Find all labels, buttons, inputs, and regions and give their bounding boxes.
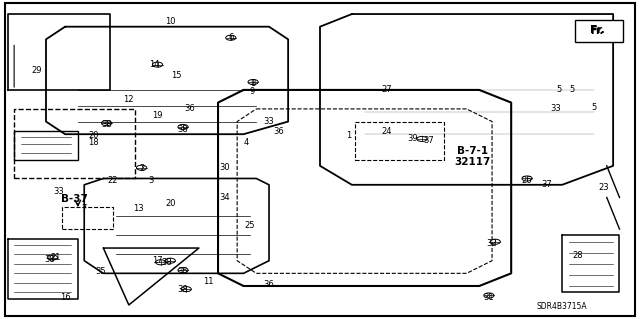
Text: 26: 26	[522, 175, 532, 185]
Text: 38: 38	[101, 120, 112, 129]
Text: 36: 36	[184, 104, 195, 113]
Text: 33: 33	[53, 187, 64, 196]
Text: 9: 9	[249, 87, 255, 96]
Text: 21: 21	[51, 253, 61, 262]
Text: 35: 35	[95, 267, 106, 276]
Text: 10: 10	[165, 18, 175, 26]
FancyBboxPatch shape	[575, 20, 623, 42]
Text: 36: 36	[264, 280, 275, 289]
Text: 28: 28	[573, 251, 584, 260]
Text: 16: 16	[60, 293, 70, 301]
Text: B-37: B-37	[61, 194, 88, 204]
Text: B-7-1
32117: B-7-1 32117	[455, 145, 491, 167]
Text: 32: 32	[487, 239, 497, 248]
Text: 38: 38	[162, 258, 172, 267]
Text: 23: 23	[598, 183, 609, 192]
Text: 11: 11	[204, 277, 214, 286]
Text: 1: 1	[346, 131, 351, 140]
Text: 14: 14	[149, 60, 159, 69]
Text: 15: 15	[172, 71, 182, 80]
Text: 3: 3	[148, 175, 154, 185]
Text: 6: 6	[228, 33, 234, 42]
Text: 24: 24	[381, 127, 392, 136]
Text: 17: 17	[152, 256, 163, 265]
Text: 5: 5	[556, 85, 561, 94]
Text: 37: 37	[423, 136, 434, 145]
Text: 38: 38	[44, 255, 54, 263]
Text: 36: 36	[273, 127, 284, 136]
Text: 39: 39	[407, 134, 418, 144]
Text: 13: 13	[133, 204, 144, 213]
Text: 19: 19	[152, 111, 163, 120]
Text: 27: 27	[381, 85, 392, 94]
Text: 37: 37	[541, 180, 552, 189]
Text: 38: 38	[178, 125, 188, 134]
Text: 4: 4	[244, 137, 250, 147]
Text: 5: 5	[569, 85, 574, 94]
Text: 12: 12	[124, 95, 134, 104]
Text: 35: 35	[178, 267, 188, 276]
Text: 18: 18	[88, 137, 99, 147]
Text: 7: 7	[81, 204, 87, 213]
Text: Fr.: Fr.	[589, 25, 605, 35]
Text: 2: 2	[139, 165, 144, 174]
Text: Fr.: Fr.	[591, 26, 604, 36]
Text: 33: 33	[550, 104, 561, 113]
Text: 34: 34	[219, 193, 230, 202]
Text: 20: 20	[165, 199, 175, 208]
Bar	[14, 131, 78, 160]
Text: 33: 33	[264, 117, 275, 126]
Text: 5: 5	[591, 103, 596, 112]
Text: 25: 25	[244, 221, 255, 230]
Text: 22: 22	[108, 175, 118, 185]
Text: 38: 38	[178, 285, 188, 294]
Text: 8: 8	[250, 79, 256, 88]
Text: 30: 30	[219, 163, 230, 172]
Text: SDR4B3715A: SDR4B3715A	[537, 302, 588, 311]
Text: 31: 31	[484, 293, 494, 301]
Text: 20: 20	[88, 131, 99, 140]
Text: 29: 29	[31, 66, 42, 76]
